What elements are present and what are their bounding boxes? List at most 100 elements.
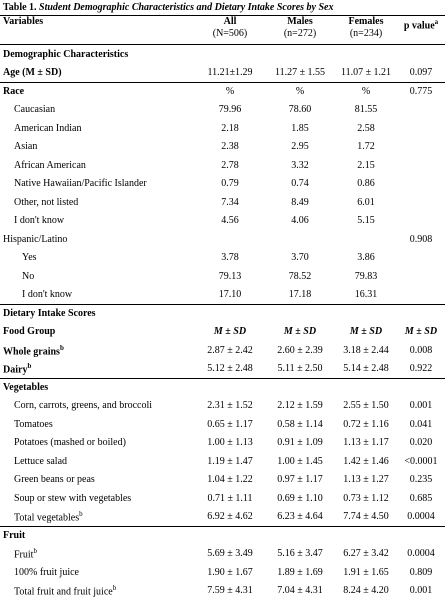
row-label: I don't know — [0, 215, 195, 226]
table-cell: 78.52 — [288, 270, 312, 282]
label-text: Native Hawaiian/Pacific Islander — [14, 178, 147, 190]
row-label: Potatoes (mashed or boiled) — [0, 437, 195, 448]
table-row: American Indian 2.18 1.85 2.58 — [0, 119, 445, 138]
table-cell: 78.60 — [288, 104, 312, 116]
table-cell: 6.01 — [357, 196, 375, 208]
row-label: Whole grainsb — [0, 344, 195, 357]
table-cell: 2.15 — [357, 159, 375, 171]
table-row: Tomatoes 0.65 ± 1.17 0.58 ± 1.14 0.72 ± 1.1… — [0, 415, 445, 434]
table-cell: 0.775 — [409, 86, 433, 98]
table-cell: 3.18 ± 2.44 — [343, 344, 389, 356]
table-cell: 2.87 ± 2.42 — [207, 344, 253, 356]
label-text: Dairy — [3, 364, 28, 376]
table-row: Dairyb 5.12 ± 2.48 5.11 ± 2.50 5.14 ± 2.48 0… — [0, 360, 445, 379]
table-cell: 0.69 ± 1.10 — [277, 492, 323, 504]
column-n: (n=272) — [283, 28, 317, 39]
table-cell: 6.92 ± 4.62 — [207, 511, 253, 523]
table-cell: 0.001 — [409, 400, 433, 412]
table-cell: 81.55 — [354, 104, 378, 116]
column-name: p value — [403, 20, 435, 32]
row-label: Tomatoes — [0, 419, 195, 430]
table-cell: 79.83 — [354, 270, 378, 282]
table-row: Total vegetablesb 6.92 ± 4.62 6.23 ± 4.64 7… — [0, 508, 445, 527]
table-cell: 11.27 ± 1.55 — [274, 67, 326, 79]
table-cell: 7.34 — [221, 196, 239, 208]
table-row: Corn, carrots, greens, and broccoli 2.31 … — [0, 397, 445, 416]
table-cell: 5.16 ± 3.47 — [277, 548, 323, 560]
table-row: Whole grainsb 2.87 ± 2.42 2.60 ± 2.39 3.18 … — [0, 341, 445, 360]
header-cell: All (N=506) — [195, 16, 265, 40]
row-label: Vegetables — [0, 382, 195, 393]
label-text: Potatoes (mashed or boiled) — [14, 437, 126, 449]
row-label: Dairyb — [0, 362, 195, 375]
row-label: Corn, carrots, greens, and broccoli — [0, 400, 195, 411]
table-cell: 17.10 — [218, 289, 242, 301]
label-text: No — [22, 270, 35, 282]
table-cell: 0.72 ± 1.16 — [343, 418, 389, 430]
table-cell: 3.78 — [221, 252, 239, 264]
table-cell: 0.809 — [409, 566, 433, 578]
table-cell: M ± SD — [213, 326, 247, 338]
table-cell: M ± SD — [349, 326, 383, 338]
header-cell: Variables — [3, 16, 44, 27]
row-label: 100% fruit juice — [0, 567, 195, 578]
label-text: Age (M ± SD) — [3, 67, 62, 79]
row-label: Demographic Characteristics — [0, 49, 195, 60]
table-cell: 0.86 — [357, 178, 375, 190]
label-text: 100% fruit juice — [14, 566, 79, 578]
footnote-mark: b — [59, 343, 64, 352]
label-text: Soup or stew with vegetables — [14, 492, 132, 504]
label-text: Fruit — [14, 549, 34, 561]
table-cell: 2.55 ± 1.50 — [343, 400, 389, 412]
table-cell: 2.95 — [291, 141, 309, 153]
table-row: Potatoes (mashed or boiled) 1.00 ± 1.13 0.… — [0, 434, 445, 453]
label-text: I don't know — [22, 289, 73, 301]
table-cell: 1.00 ± 1.13 — [207, 437, 253, 449]
label-text: Vegetables — [3, 382, 49, 394]
column-n: (n=234) — [349, 28, 383, 39]
label-text: African American — [14, 159, 86, 171]
table-cell: 2.78 — [221, 159, 239, 171]
table-cell: 4.56 — [221, 215, 239, 227]
table-row: Demographic Characteristics — [0, 45, 445, 64]
table-cell: 0.008 — [409, 344, 433, 356]
footnote-mark: a — [434, 18, 439, 26]
row-label: Native Hawaiian/Pacific Islander — [0, 178, 195, 189]
table-row: Fruit — [0, 526, 445, 545]
label-text: Fruit — [3, 530, 26, 542]
row-label: Dietary Intake Scores — [0, 308, 195, 319]
table-cell: 8.24 ± 4.20 — [343, 585, 389, 597]
table-cell: 17.18 — [288, 289, 312, 301]
table-cell: 2.12 ± 1.59 — [277, 400, 323, 412]
table-cell: 0.79 — [221, 178, 239, 190]
row-label: No — [0, 271, 195, 282]
table-cell: 7.74 ± 4.50 — [343, 511, 389, 523]
table-cell: 79.96 — [218, 104, 242, 116]
table-row: Hispanic/Latino 0.908 — [0, 230, 445, 249]
row-label: Fruitb — [0, 547, 195, 560]
table-row: Fruitb 5.69 ± 3.49 5.16 ± 3.47 6.27 ± 3.42 0… — [0, 545, 445, 564]
table-cell: 0.908 — [409, 233, 433, 245]
footnote-mark: b — [27, 362, 32, 371]
table-cell: 11.21±1.29 — [207, 67, 253, 79]
table-cell: 0.0004 — [407, 511, 435, 523]
label-text: Asian — [14, 141, 38, 153]
row-label: Lettuce salad — [0, 456, 195, 467]
label-text: Total vegetables — [14, 512, 80, 524]
table-cell: M ± SD — [404, 326, 438, 338]
table-cell: 11.07 ± 1.21 — [340, 67, 392, 79]
column-n: (N=506) — [212, 28, 248, 39]
table-cell: 7.59 ± 4.31 — [207, 585, 253, 597]
table-cell: 5.14 ± 2.48 — [343, 363, 389, 375]
label-text: American Indian — [14, 122, 82, 134]
table-cell: <0.0001 — [404, 455, 438, 467]
table-cell: 0.97 ± 1.17 — [277, 474, 323, 486]
table-cell: % — [295, 86, 305, 98]
table-row: Yes 3.78 3.70 3.86 — [0, 249, 445, 268]
label-text: Tomatoes — [14, 418, 53, 430]
table-cell: 1.13 ± 1.17 — [343, 437, 389, 449]
column-name: Males — [287, 16, 313, 27]
table-cell: 1.19 ± 1.47 — [207, 455, 253, 467]
table-cell: 5.15 — [357, 215, 375, 227]
